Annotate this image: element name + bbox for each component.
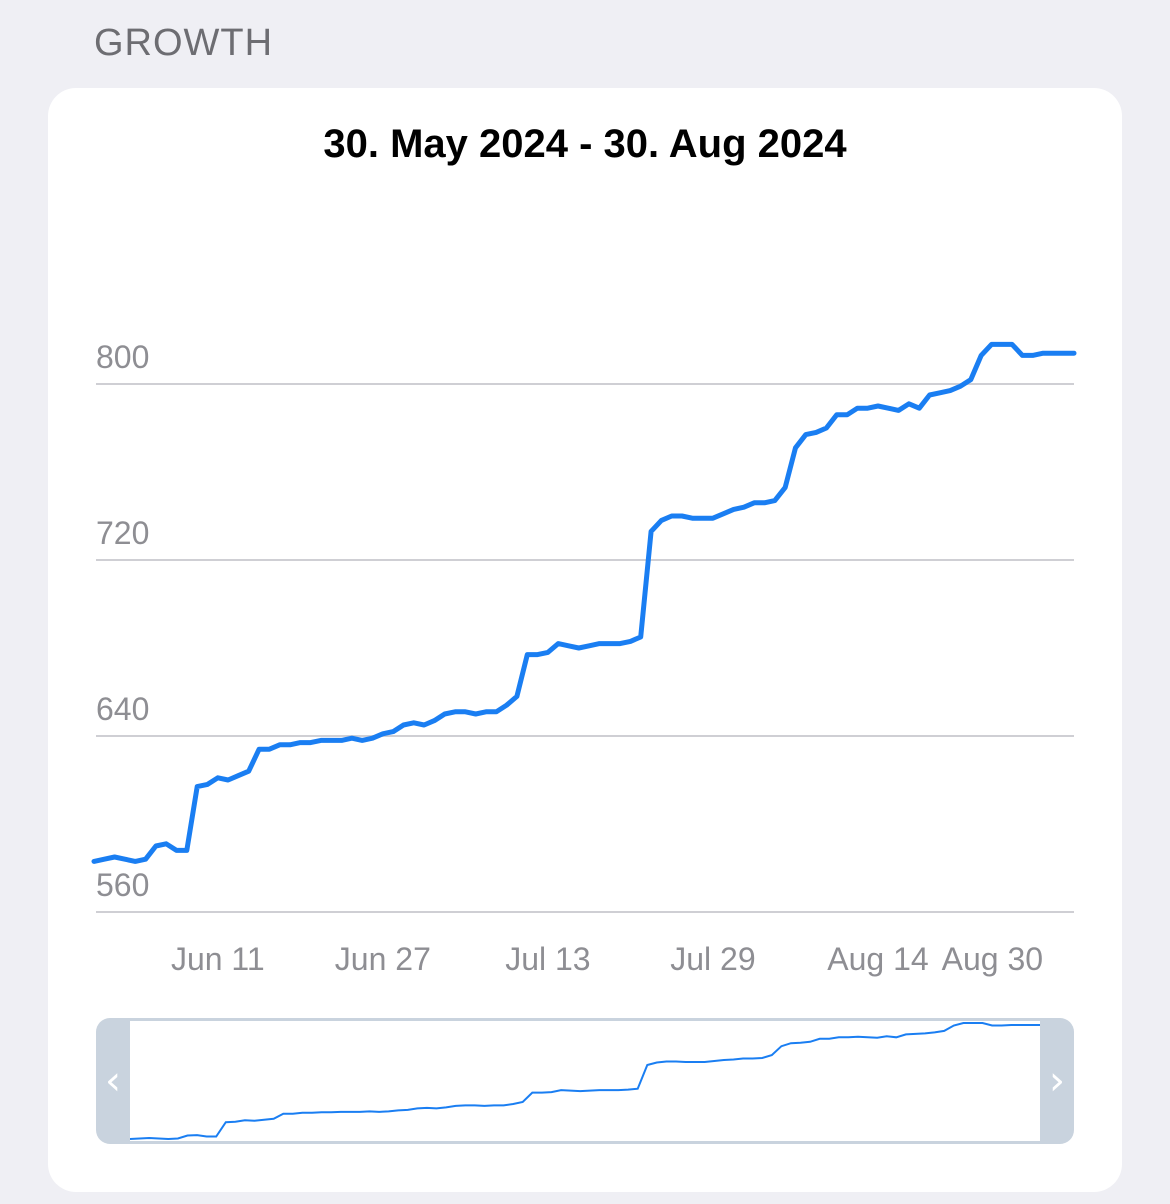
chart-title: 30. May 2024 - 30. Aug 2024 <box>323 122 847 166</box>
y-tick-label: 560 <box>96 867 149 903</box>
y-tick-label: 800 <box>96 339 149 375</box>
chart-card <box>48 88 1122 1192</box>
y-axis-labels: 560 640 720 800 <box>96 339 149 903</box>
x-tick-label: Jun 11 <box>171 941 265 977</box>
grid-lines <box>96 383 1074 913</box>
navigator-series-line <box>129 1022 1040 1141</box>
x-tick-label: Jun 27 <box>335 941 431 977</box>
x-tick-label: Aug 30 <box>942 941 1043 977</box>
section-header: GROWTH <box>94 22 274 64</box>
x-tick-label: Jul 29 <box>670 941 755 977</box>
y-tick-label: 640 <box>96 691 149 727</box>
navigator-left-handle[interactable]: ‹ <box>96 1018 130 1144</box>
navigator-right-handle[interactable]: › <box>1040 1018 1074 1144</box>
y-tick-label: 720 <box>96 515 149 551</box>
x-tick-label: Jul 13 <box>505 941 590 977</box>
chevron-left-icon: ‹ <box>105 1058 121 1104</box>
growth-series-line <box>91 341 1077 864</box>
navigator-preview <box>129 1021 1040 1141</box>
navigator-mini-chart <box>129 1022 1040 1141</box>
chevron-right-icon: › <box>1049 1058 1065 1104</box>
x-axis-labels: Jun 11 Jun 27 Jul 13 Jul 29 Aug 14 Aug 30 <box>171 941 1043 977</box>
growth-chart: 560 640 720 800 Jun 11 Jun 27 Jul 13 Jul 29 Aug… <box>91 339 1077 977</box>
range-navigator[interactable]: ‹ › <box>96 1018 1074 1144</box>
x-tick-label: Aug 14 <box>827 941 928 977</box>
